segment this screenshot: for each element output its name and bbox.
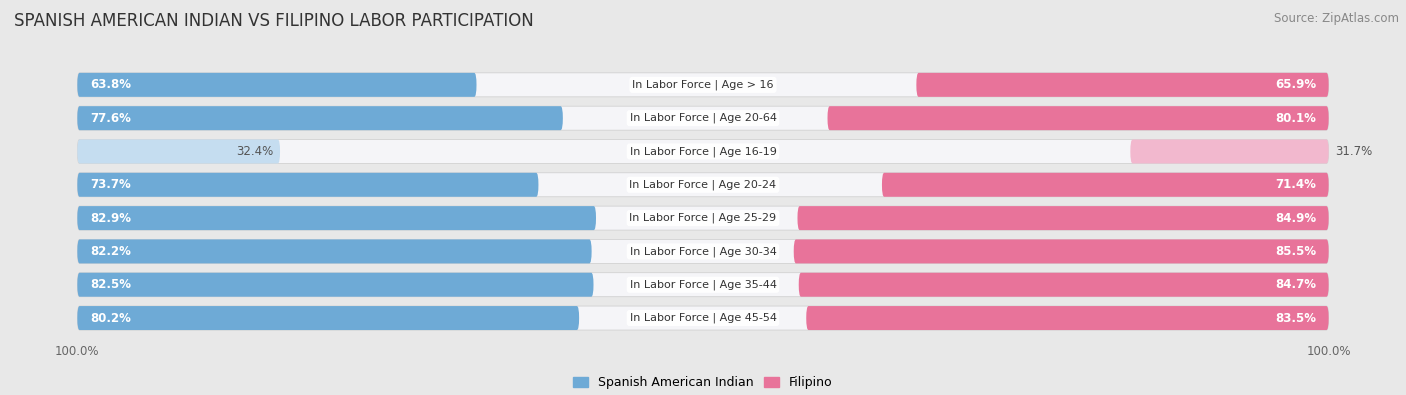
- Legend: Spanish American Indian, Filipino: Spanish American Indian, Filipino: [568, 371, 838, 394]
- Text: 82.5%: 82.5%: [90, 278, 131, 291]
- Text: 31.7%: 31.7%: [1334, 145, 1372, 158]
- Text: SPANISH AMERICAN INDIAN VS FILIPINO LABOR PARTICIPATION: SPANISH AMERICAN INDIAN VS FILIPINO LABO…: [14, 12, 534, 30]
- FancyBboxPatch shape: [77, 139, 1329, 164]
- Text: In Labor Force | Age 45-54: In Labor Force | Age 45-54: [630, 313, 776, 323]
- FancyBboxPatch shape: [794, 239, 1329, 263]
- Text: 84.7%: 84.7%: [1275, 278, 1316, 291]
- FancyBboxPatch shape: [799, 273, 1329, 297]
- Text: 82.2%: 82.2%: [90, 245, 131, 258]
- FancyBboxPatch shape: [77, 273, 1329, 297]
- Text: 32.4%: 32.4%: [236, 145, 274, 158]
- Text: 63.8%: 63.8%: [90, 78, 131, 91]
- FancyBboxPatch shape: [77, 306, 1329, 330]
- FancyBboxPatch shape: [882, 173, 1329, 197]
- Text: 85.5%: 85.5%: [1275, 245, 1316, 258]
- Text: 73.7%: 73.7%: [90, 178, 131, 191]
- Text: In Labor Force | Age 20-24: In Labor Force | Age 20-24: [630, 180, 776, 190]
- FancyBboxPatch shape: [77, 73, 1329, 97]
- Text: 83.5%: 83.5%: [1275, 312, 1316, 325]
- Text: 80.1%: 80.1%: [1275, 112, 1316, 125]
- FancyBboxPatch shape: [828, 106, 1329, 130]
- FancyBboxPatch shape: [797, 206, 1329, 230]
- Text: 77.6%: 77.6%: [90, 112, 131, 125]
- Text: Source: ZipAtlas.com: Source: ZipAtlas.com: [1274, 12, 1399, 25]
- FancyBboxPatch shape: [77, 139, 280, 164]
- Text: 71.4%: 71.4%: [1275, 178, 1316, 191]
- FancyBboxPatch shape: [77, 206, 596, 230]
- FancyBboxPatch shape: [806, 306, 1329, 330]
- Text: In Labor Force | Age 35-44: In Labor Force | Age 35-44: [630, 280, 776, 290]
- FancyBboxPatch shape: [77, 106, 562, 130]
- Text: In Labor Force | Age 25-29: In Labor Force | Age 25-29: [630, 213, 776, 223]
- Text: 84.9%: 84.9%: [1275, 212, 1316, 225]
- Text: In Labor Force | Age 16-19: In Labor Force | Age 16-19: [630, 146, 776, 157]
- FancyBboxPatch shape: [1130, 139, 1329, 164]
- FancyBboxPatch shape: [77, 73, 477, 97]
- Text: In Labor Force | Age 20-64: In Labor Force | Age 20-64: [630, 113, 776, 123]
- FancyBboxPatch shape: [77, 239, 1329, 263]
- FancyBboxPatch shape: [77, 173, 538, 197]
- FancyBboxPatch shape: [77, 106, 1329, 130]
- FancyBboxPatch shape: [77, 239, 592, 263]
- Text: In Labor Force | Age > 16: In Labor Force | Age > 16: [633, 80, 773, 90]
- Text: 82.9%: 82.9%: [90, 212, 131, 225]
- FancyBboxPatch shape: [77, 273, 593, 297]
- FancyBboxPatch shape: [917, 73, 1329, 97]
- Text: 80.2%: 80.2%: [90, 312, 131, 325]
- FancyBboxPatch shape: [77, 306, 579, 330]
- Text: In Labor Force | Age 30-34: In Labor Force | Age 30-34: [630, 246, 776, 257]
- FancyBboxPatch shape: [77, 173, 1329, 197]
- Text: 65.9%: 65.9%: [1275, 78, 1316, 91]
- FancyBboxPatch shape: [77, 206, 1329, 230]
